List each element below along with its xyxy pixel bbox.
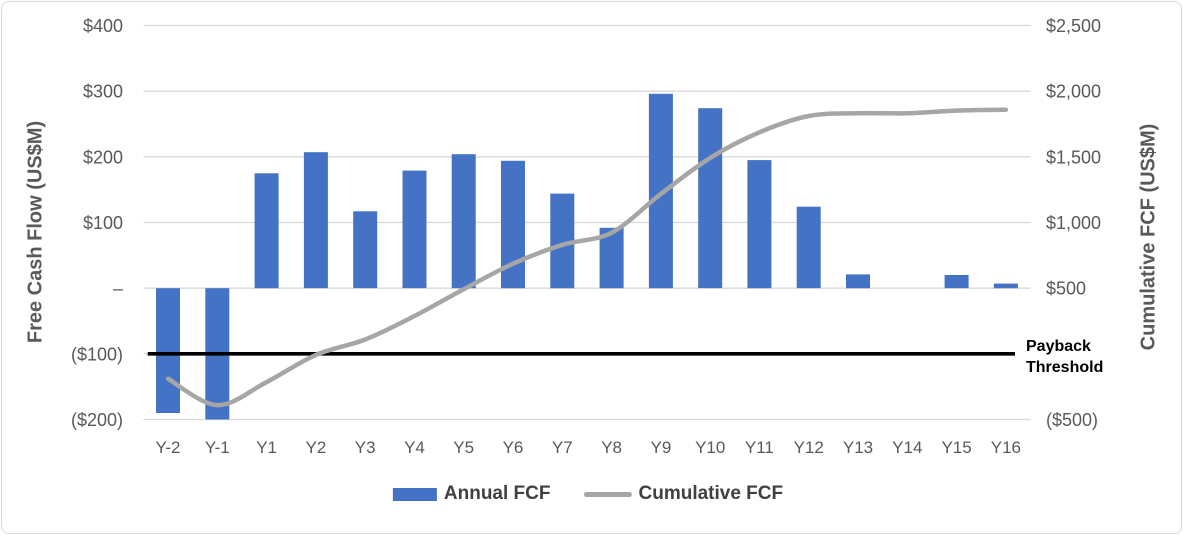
bar-y5 [451,154,476,289]
left-tick-label: – [113,279,123,299]
category-label: Y10 [695,438,725,457]
bar-y-2 [156,288,180,413]
bar-y1 [254,173,279,289]
category-axis-labels: Y-2 Y-1 Y1 Y2 Y3 Y4 Y5 Y6 Y7 Y8 Y9 Y10 Y11 Y12 Y13 Y14 Y… [156,438,1021,457]
payback-threshold-label: Payback Threshold [1026,336,1120,378]
gridlines [143,24,1031,421]
legend-item-annual-fcf: Annual FCF [392,483,551,505]
category-label: Y3 [355,438,376,457]
legend-label-cumulative-fcf: Cumulative FCF [638,483,784,504]
right-tick-label: $500 [1046,279,1086,299]
bar-y10 [698,108,723,289]
bar-y12 [796,206,821,289]
bar-y13 [846,274,870,289]
bar-y15 [944,275,969,289]
left-tick-label: ($100) [71,344,123,364]
bar-y11 [747,160,772,289]
category-label: Y16 [991,438,1021,457]
legend: Annual FCF Cumulative FCF [392,483,783,505]
bar-y4 [402,170,427,289]
right-tick-label: ($500) [1046,410,1098,430]
right-axis-tick-labels: $2,500 $2,000 $1,500 $1,000 $500 ($500) [1046,16,1101,430]
bar-y3 [353,211,378,289]
legend-item-cumulative-fcf: Cumulative FCF [583,483,783,505]
legend-label-annual-fcf: Annual FCF [443,483,551,504]
left-axis-tick-labels: $400 $300 $200 $100 – ($100) ($200) [71,16,123,430]
category-label: Y7 [552,438,573,457]
right-tick-label: $1,500 [1046,147,1101,167]
left-tick-label: $400 [83,16,123,36]
bar-y16 [993,283,1018,289]
right-axis-title: Cumulative FCF (US$M) [1137,123,1160,351]
category-label: Y8 [601,438,622,457]
category-label: Y5 [453,438,474,457]
category-label: Y-1 [205,438,230,457]
right-tick-label: $1,000 [1046,213,1101,233]
left-tick-label: $200 [83,147,123,167]
category-label: Y-2 [156,438,181,457]
left-tick-label: ($200) [71,410,123,430]
annual-fcf-swatch-icon [392,487,437,501]
category-label: Y12 [794,438,824,457]
category-label: Y6 [503,438,524,457]
right-tick-label: $2,500 [1046,16,1101,36]
category-label: Y13 [843,438,873,457]
right-tick-label: $2,000 [1046,82,1101,102]
category-label: Y14 [892,438,922,457]
cumulative-fcf-line [165,107,1009,408]
left-tick-label: $100 [83,213,123,233]
cumulative-fcf-swatch-icon [583,491,632,497]
category-label: Y1 [256,438,277,457]
category-label: Y15 [941,438,971,457]
category-label: Y2 [306,438,327,457]
left-axis-title: Free Cash Flow (US$M) [24,120,47,344]
category-label: Y11 [745,438,774,457]
category-label: Y4 [404,438,425,457]
bar-y2 [303,152,328,289]
left-tick-label: $300 [83,82,123,102]
category-label: Y9 [651,438,672,457]
bar-y9 [648,93,673,289]
